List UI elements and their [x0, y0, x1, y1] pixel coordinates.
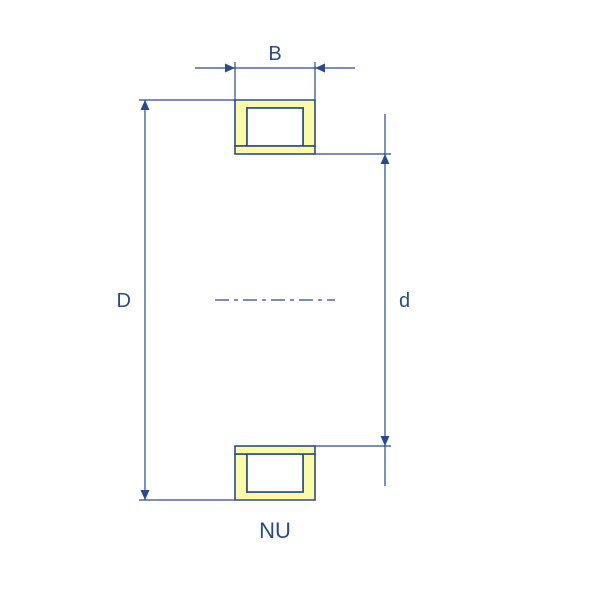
- label-bore-diameter-d: d: [399, 290, 410, 312]
- label-outer-diameter-D: D: [117, 290, 131, 312]
- diagram-svg: B Dd NU: [40, 40, 560, 560]
- bearing-diagram: B Dd NU: [40, 40, 560, 560]
- label-bearing-type: NU: [259, 518, 291, 543]
- label-width-B: B: [268, 43, 281, 65]
